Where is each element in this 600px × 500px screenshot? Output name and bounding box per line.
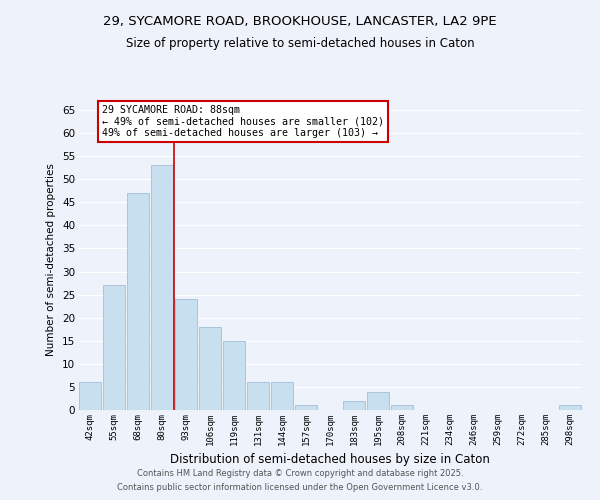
- Y-axis label: Number of semi-detached properties: Number of semi-detached properties: [46, 164, 56, 356]
- Bar: [343, 401, 365, 410]
- Bar: [559, 406, 581, 410]
- Bar: [151, 166, 173, 410]
- Text: 29, SYCAMORE ROAD, BROOKHOUSE, LANCASTER, LA2 9PE: 29, SYCAMORE ROAD, BROOKHOUSE, LANCASTER…: [103, 15, 497, 28]
- Bar: [127, 193, 149, 410]
- Bar: [223, 341, 245, 410]
- Bar: [391, 406, 413, 410]
- Bar: [295, 406, 317, 410]
- X-axis label: Distribution of semi-detached houses by size in Caton: Distribution of semi-detached houses by …: [170, 454, 490, 466]
- Text: Contains public sector information licensed under the Open Government Licence v3: Contains public sector information licen…: [118, 484, 482, 492]
- Text: 29 SYCAMORE ROAD: 88sqm
← 49% of semi-detached houses are smaller (102)
49% of s: 29 SYCAMORE ROAD: 88sqm ← 49% of semi-de…: [102, 105, 384, 138]
- Bar: [367, 392, 389, 410]
- Bar: [247, 382, 269, 410]
- Text: Contains HM Land Registry data © Crown copyright and database right 2025.: Contains HM Land Registry data © Crown c…: [137, 468, 463, 477]
- Bar: [175, 299, 197, 410]
- Bar: [271, 382, 293, 410]
- Bar: [199, 327, 221, 410]
- Bar: [79, 382, 101, 410]
- Text: Size of property relative to semi-detached houses in Caton: Size of property relative to semi-detach…: [125, 38, 475, 51]
- Bar: [103, 286, 125, 410]
